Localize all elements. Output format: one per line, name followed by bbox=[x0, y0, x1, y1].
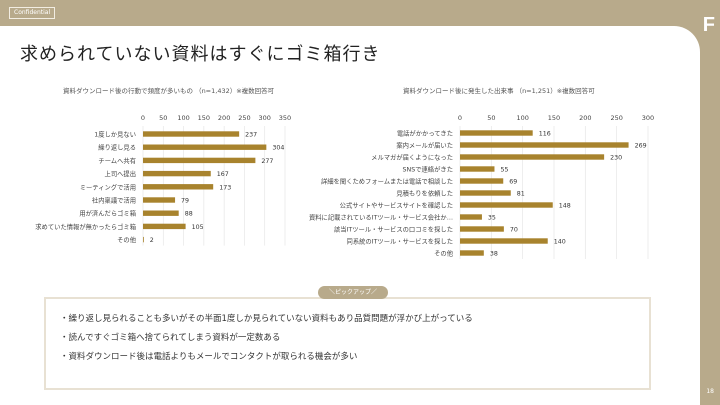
bar bbox=[143, 236, 144, 243]
data-label: 70 bbox=[510, 227, 518, 234]
x-tick-label: 50 bbox=[487, 114, 495, 122]
bar bbox=[460, 190, 511, 196]
data-label: 79 bbox=[181, 198, 189, 205]
x-tick-label: 150 bbox=[548, 114, 560, 122]
data-label: 269 bbox=[635, 143, 647, 150]
bar bbox=[460, 226, 504, 232]
bar bbox=[460, 142, 629, 148]
data-label: 105 bbox=[192, 224, 204, 231]
x-tick-label: 200 bbox=[579, 114, 591, 122]
pickup-item: ・繰り返し見られることも多いがその半面1度しか見られていない資料もあり品質問題が… bbox=[60, 314, 473, 324]
chart-title-right: 資料ダウンロード後に発生した出来事 （n=1,251）※複数回答可 bbox=[403, 87, 595, 95]
bar bbox=[460, 178, 504, 184]
brand-logo: F bbox=[702, 14, 715, 36]
x-tick-label: 100 bbox=[177, 114, 189, 122]
data-label: 116 bbox=[539, 131, 551, 138]
category-label: 用が済んだらゴミ箱 bbox=[79, 209, 136, 218]
x-tick-label: 0 bbox=[458, 114, 462, 122]
bar bbox=[143, 223, 186, 230]
page-title: 求められていない資料はすぐにゴミ箱行き bbox=[20, 44, 381, 65]
page-number: 18 bbox=[706, 388, 714, 395]
bar bbox=[460, 154, 605, 160]
confidential-badge: Confidential bbox=[9, 7, 56, 19]
data-label: 148 bbox=[559, 203, 571, 210]
bar bbox=[460, 166, 495, 172]
data-label: 237 bbox=[245, 132, 257, 139]
category-label: SNSで連絡がきた bbox=[403, 165, 454, 174]
data-label: 88 bbox=[185, 211, 193, 218]
category-label: 求めていた情報が無かったらゴミ箱 bbox=[35, 222, 136, 231]
x-tick-label: 200 bbox=[218, 114, 230, 122]
bar bbox=[143, 197, 176, 203]
data-label: 81 bbox=[517, 191, 525, 198]
data-label: 167 bbox=[217, 171, 229, 178]
pickup-box bbox=[44, 297, 651, 390]
x-tick-label: 150 bbox=[198, 114, 210, 122]
category-label: 資料に記載されているITツール・サービス会社か… bbox=[309, 213, 453, 222]
data-label: 230 bbox=[610, 155, 622, 162]
chart-title-left: 資料ダウンロード後の行動で頻度が多いもの （n=1,432）※複数回答可 bbox=[63, 87, 275, 95]
x-tick-label: 300 bbox=[259, 114, 271, 122]
data-label: 304 bbox=[272, 145, 284, 152]
x-tick-label: 250 bbox=[610, 114, 622, 122]
bar bbox=[143, 157, 256, 164]
pickup-item: ・読んですぐゴミ箱へ捨てられてしまう資料が一定数ある bbox=[60, 333, 281, 343]
category-label: 繰り返し見る bbox=[98, 143, 136, 152]
category-label: チームへ共有 bbox=[98, 156, 136, 165]
category-label: 詳細を聞くためフォームまたは電話で相談した bbox=[321, 177, 453, 186]
category-label: 上司へ提出 bbox=[105, 169, 136, 178]
slide-panel bbox=[0, 26, 700, 405]
bar bbox=[460, 214, 482, 220]
x-tick-label: 250 bbox=[238, 114, 250, 122]
bar bbox=[143, 184, 214, 190]
data-label: 140 bbox=[554, 239, 566, 246]
data-label: 35 bbox=[488, 215, 496, 222]
pickup-label: ＼ピックアップ／ bbox=[318, 286, 388, 299]
bar bbox=[143, 170, 211, 177]
category-label: 電話がかかってきた bbox=[397, 129, 453, 138]
category-label: 同系統のITツール・サービスを探した bbox=[347, 237, 453, 246]
x-tick-label: 350 bbox=[279, 114, 291, 122]
x-tick-label: 300 bbox=[642, 114, 654, 122]
data-label: 69 bbox=[509, 179, 517, 186]
bar bbox=[143, 210, 179, 216]
category-label: その他 bbox=[434, 249, 454, 258]
x-tick-label: 100 bbox=[516, 114, 528, 122]
data-label: 173 bbox=[219, 184, 231, 191]
bar bbox=[143, 144, 267, 150]
category-label: 公式サイトやサービスサイトを確認した bbox=[340, 201, 453, 210]
category-label: ミーティングで活用 bbox=[80, 182, 136, 191]
bar bbox=[460, 202, 553, 208]
category-label: 社内稟議で活用 bbox=[92, 196, 136, 205]
pickup-item: ・資料ダウンロード後は電話よりもメールでコンタクトが取られる機会が多い bbox=[60, 352, 358, 362]
category-label: 案内メールが届いた bbox=[396, 141, 453, 150]
x-tick-label: 50 bbox=[159, 114, 167, 122]
bar bbox=[460, 250, 484, 256]
category-label: 1度しか見ない bbox=[94, 130, 136, 139]
category-label: 該当ITツール・サービスの口コミを探した bbox=[334, 225, 453, 234]
data-label: 55 bbox=[500, 167, 508, 174]
bar bbox=[143, 131, 240, 137]
data-label: 2 bbox=[150, 237, 154, 244]
x-tick-label: 0 bbox=[141, 114, 145, 122]
bar bbox=[460, 238, 548, 244]
category-label: メルマガが届くようになった bbox=[371, 153, 453, 162]
data-label: 38 bbox=[490, 251, 498, 258]
bar bbox=[460, 130, 533, 136]
data-label: 277 bbox=[261, 158, 273, 165]
category-label: その他 bbox=[117, 235, 137, 244]
category-label: 見積もりを依頼した bbox=[396, 189, 453, 198]
